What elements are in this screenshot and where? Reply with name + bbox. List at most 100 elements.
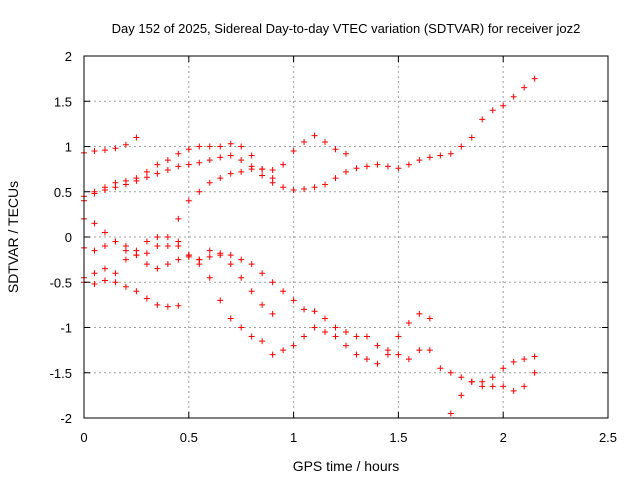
data-point (122, 256, 129, 263)
data-point (227, 170, 234, 177)
series-track-5 (81, 238, 276, 317)
data-point (437, 152, 444, 159)
data-point (280, 161, 287, 168)
data-point (238, 143, 245, 150)
data-point (521, 84, 528, 91)
data-point (248, 333, 255, 340)
data-point (112, 145, 119, 152)
data-point (154, 170, 161, 177)
data-point (426, 347, 433, 354)
data-point (395, 351, 402, 358)
data-point (290, 342, 297, 349)
data-point (447, 150, 454, 157)
data-point (206, 274, 213, 281)
data-point (343, 329, 349, 336)
data-point (217, 143, 224, 150)
data-point (426, 315, 433, 322)
data-point (238, 157, 245, 164)
x-tick-label: 0.5 (180, 430, 198, 445)
data-point (143, 295, 150, 302)
data-point (363, 333, 370, 340)
data-point (447, 410, 454, 417)
data-point (122, 283, 129, 290)
data-point (468, 378, 475, 385)
data-point (248, 288, 255, 295)
data-point (238, 324, 245, 331)
data-point (91, 148, 98, 155)
data-point (259, 270, 266, 277)
data-point (322, 138, 329, 145)
data-point (363, 356, 370, 363)
data-point (133, 175, 140, 182)
data-point (206, 247, 213, 254)
data-point (185, 146, 192, 153)
data-point (206, 157, 213, 164)
y-tick-label: -1 (60, 321, 72, 336)
data-point (374, 342, 381, 349)
data-point (500, 365, 507, 372)
data-point (458, 143, 465, 150)
y-tick-label: 0.5 (54, 185, 72, 200)
data-point (248, 152, 255, 159)
data-point (332, 146, 339, 153)
data-point (353, 333, 360, 340)
data-point (227, 152, 234, 159)
data-point (91, 190, 98, 197)
data-point (164, 167, 171, 174)
data-point (122, 243, 129, 250)
data-point (479, 383, 486, 390)
data-point (322, 329, 329, 336)
x-tick-label: 2.5 (599, 430, 617, 445)
data-point (311, 184, 318, 191)
data-point (217, 175, 224, 182)
x-tick-label: 1.5 (389, 430, 407, 445)
data-point (405, 356, 412, 363)
data-point (122, 141, 129, 148)
data-point (280, 288, 287, 295)
data-point (510, 387, 517, 394)
data-point (531, 369, 538, 376)
data-point (133, 247, 140, 254)
data-point (280, 184, 287, 191)
data-point (238, 274, 245, 281)
data-point (101, 243, 108, 250)
series-track-9 (447, 353, 538, 417)
data-point (332, 175, 339, 182)
data-point (91, 247, 98, 254)
data-point (196, 188, 203, 195)
data-point (133, 134, 140, 141)
data-point (395, 333, 402, 340)
data-point (238, 256, 245, 263)
data-point (175, 150, 182, 157)
data-point (91, 270, 98, 277)
data-point (311, 308, 318, 315)
data-point (322, 181, 329, 188)
data-point (154, 301, 161, 308)
data-point (521, 383, 528, 390)
data-point (227, 140, 234, 147)
x-axis-label: GPS time / hours (293, 458, 400, 474)
y-tick-label: -1.5 (50, 366, 72, 381)
data-point (322, 315, 329, 322)
data-point (227, 261, 234, 268)
y-tick-label: -0.5 (50, 275, 72, 290)
data-point (479, 116, 486, 123)
data-point (521, 356, 528, 363)
data-point (269, 351, 276, 358)
chart-title: Day 152 of 2025, Sidereal Day-to-day VTE… (112, 21, 581, 36)
data-point (196, 143, 203, 150)
data-point (259, 301, 266, 308)
data-point (416, 157, 423, 164)
data-point (143, 261, 150, 268)
data-point (154, 265, 161, 272)
data-point (269, 175, 276, 182)
data-point (217, 154, 224, 161)
data-point (101, 265, 108, 272)
series-track-6 (81, 234, 433, 367)
data-point (384, 163, 391, 170)
y-tick-label: 0 (65, 230, 72, 245)
y-tick-label: 1.5 (54, 94, 72, 109)
data-point (332, 333, 339, 340)
